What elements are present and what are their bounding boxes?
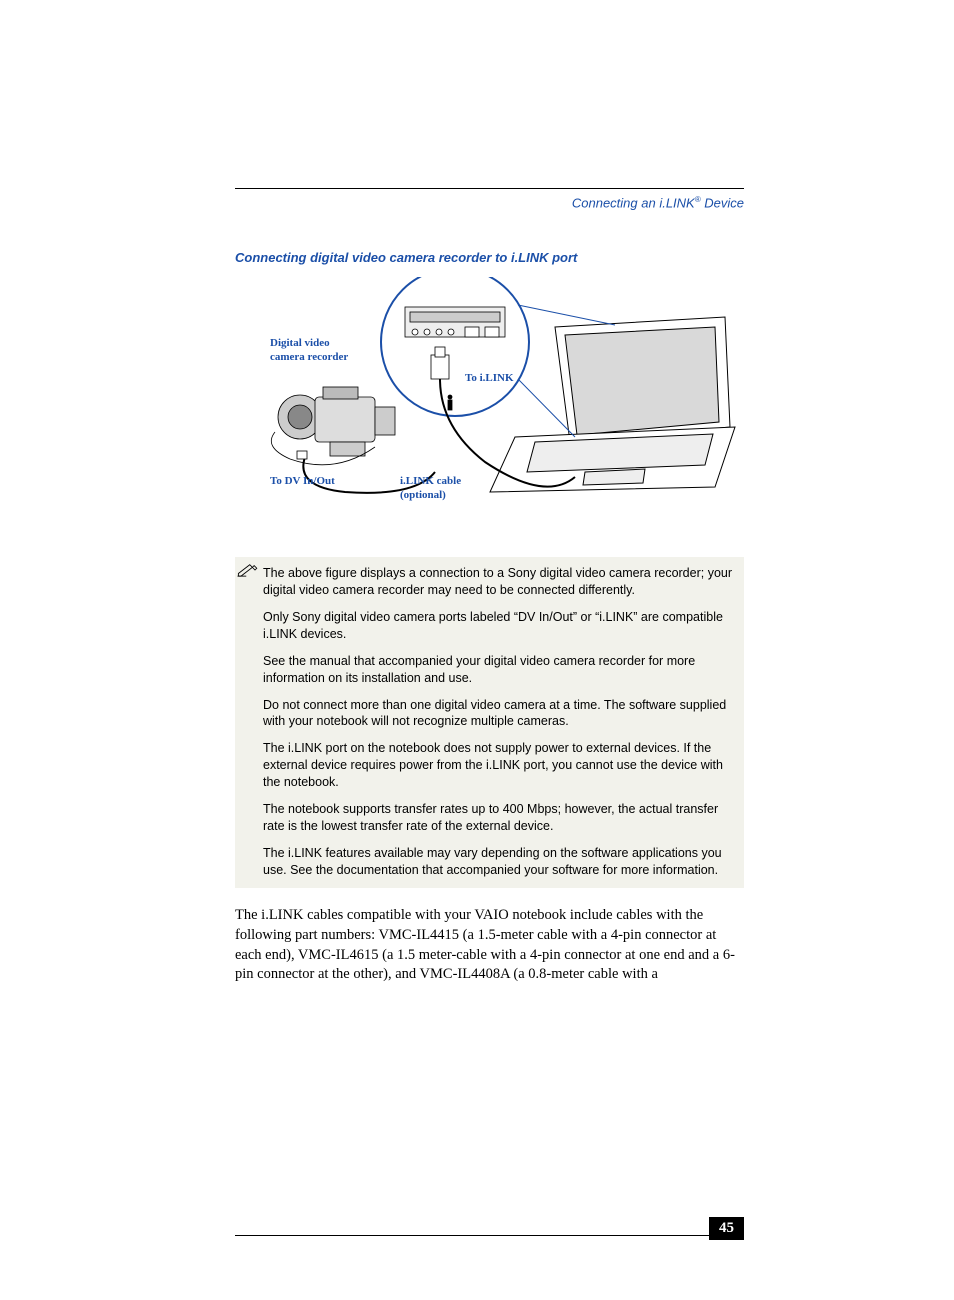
header-prefix: Connecting an i.LINK — [572, 195, 695, 210]
note-box: The above figure displays a connection t… — [235, 557, 744, 888]
figure-label-dv: To DV In/Out — [270, 475, 335, 488]
note-para: The notebook supports transfer rates up … — [263, 801, 734, 835]
note-para: Only Sony digital video camera ports lab… — [263, 609, 734, 643]
figure: Digital video camera recorder To i.LINK … — [235, 277, 744, 527]
note-para: See the manual that accompanied your dig… — [263, 653, 734, 687]
note-para: The i.LINK features available may vary d… — [263, 845, 734, 879]
figure-label-camera: Digital video camera recorder — [270, 337, 348, 363]
note-para: The i.LINK port on the notebook does not… — [263, 740, 734, 791]
page-number: 45 — [709, 1217, 744, 1240]
figure-caption: Connecting digital video camera recorder… — [235, 250, 744, 265]
diagram-svg — [235, 277, 745, 527]
pencil-note-icon — [237, 563, 259, 577]
footer-rule — [235, 1235, 744, 1236]
figure-label-camera-text: Digital video camera recorder — [270, 337, 348, 362]
figure-label-ilink: To i.LINK — [465, 372, 514, 385]
note-para: The above figure displays a connection t… — [263, 565, 734, 599]
note-para: Do not connect more than one digital vid… — [263, 697, 734, 731]
header-suffix: Device — [701, 195, 744, 210]
figure-label-cable: i.LINK cable (optional) — [400, 475, 461, 501]
page: Connecting an i.LINK® Device Connecting … — [0, 0, 954, 1300]
running-header: Connecting an i.LINK® Device — [235, 195, 744, 210]
body-paragraph: The i.LINK cables compatible with your V… — [235, 906, 744, 984]
header-rule — [235, 188, 744, 189]
